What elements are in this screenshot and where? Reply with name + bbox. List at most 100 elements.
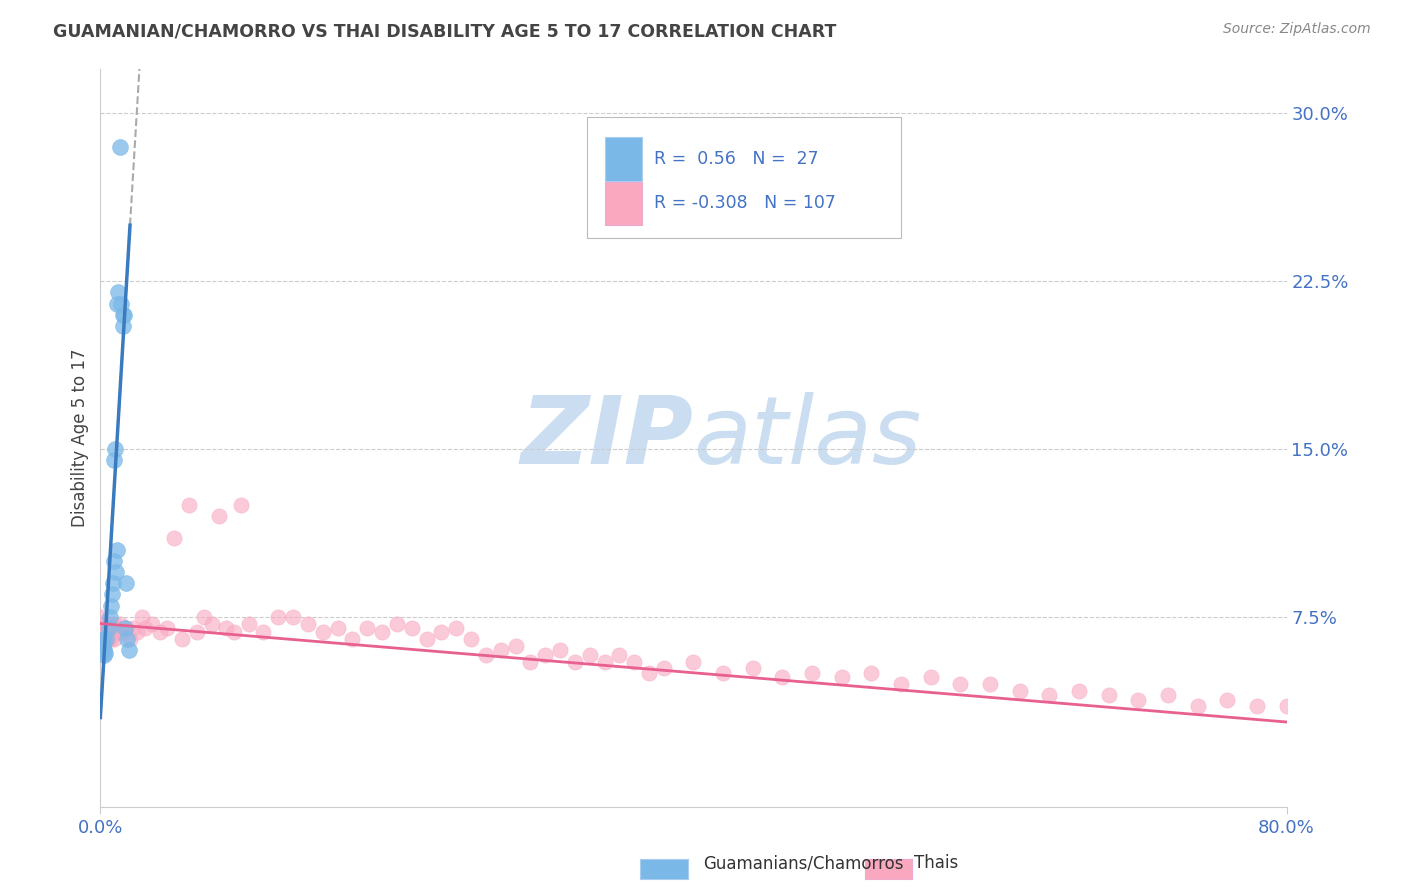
Point	[91, 625, 114, 640]
Point	[831, 670, 853, 684]
Point	[489, 643, 512, 657]
Point	[104, 621, 127, 635]
Point	[93, 648, 115, 662]
Point	[444, 621, 467, 635]
Point	[430, 625, 453, 640]
Point	[103, 616, 125, 631]
Point	[97, 621, 120, 635]
FancyBboxPatch shape	[605, 137, 643, 181]
Point	[110, 296, 132, 310]
Point	[94, 621, 117, 635]
Point	[105, 542, 128, 557]
Point	[281, 610, 304, 624]
Point	[118, 632, 141, 647]
Point	[107, 285, 129, 300]
Text: atlas: atlas	[693, 392, 922, 483]
Point	[100, 599, 122, 613]
Point	[475, 648, 498, 662]
Point	[114, 576, 136, 591]
Point	[96, 632, 118, 647]
Point	[141, 616, 163, 631]
Point	[134, 621, 156, 635]
Point	[114, 621, 136, 635]
Point	[96, 616, 118, 631]
Point	[1216, 692, 1239, 706]
Point	[115, 632, 138, 647]
Point	[90, 616, 112, 631]
Point	[312, 625, 335, 640]
Point	[548, 643, 571, 657]
Point	[385, 616, 408, 631]
Point	[1275, 699, 1298, 714]
Point	[371, 625, 394, 640]
Point	[96, 632, 118, 647]
Point	[94, 646, 117, 660]
Point	[342, 632, 364, 647]
Point	[222, 625, 245, 640]
Point	[97, 621, 120, 635]
Point	[100, 632, 122, 647]
Point	[90, 610, 112, 624]
Point	[149, 625, 172, 640]
FancyBboxPatch shape	[586, 117, 901, 238]
FancyBboxPatch shape	[605, 181, 643, 225]
Text: R = -0.308   N = 107: R = -0.308 N = 107	[654, 194, 837, 212]
Point	[801, 665, 824, 680]
Point	[770, 670, 793, 684]
Point	[578, 648, 600, 662]
Text: Source: ZipAtlas.com: Source: ZipAtlas.com	[1223, 22, 1371, 37]
Point	[91, 621, 114, 635]
Point	[326, 621, 349, 635]
Point	[98, 632, 121, 647]
Point	[127, 625, 149, 640]
Point	[401, 621, 423, 635]
Point	[949, 677, 972, 691]
Point	[107, 296, 129, 310]
Point	[979, 677, 1001, 691]
Point	[111, 625, 134, 640]
Text: Guamanians/Chamorros: Guamanians/Chamorros	[703, 855, 904, 872]
Point	[564, 655, 586, 669]
Point	[231, 498, 253, 512]
Point	[98, 610, 121, 624]
Point	[91, 632, 114, 647]
Point	[107, 621, 129, 635]
Point	[186, 625, 208, 640]
Point	[860, 665, 883, 680]
Point	[93, 643, 115, 657]
Point	[93, 632, 115, 647]
Point	[101, 576, 124, 591]
Text: GUAMANIAN/CHAMORRO VS THAI DISABILITY AGE 5 TO 17 CORRELATION CHART: GUAMANIAN/CHAMORRO VS THAI DISABILITY AG…	[53, 22, 837, 40]
Point	[638, 665, 661, 680]
Point	[534, 648, 557, 662]
Point	[117, 643, 139, 657]
Point	[607, 648, 630, 662]
Point	[94, 625, 117, 640]
Point	[200, 616, 222, 631]
Point	[98, 616, 121, 631]
Point	[711, 665, 734, 680]
Point	[156, 621, 179, 635]
Point	[170, 632, 193, 647]
Point	[593, 655, 616, 669]
Point	[1098, 688, 1121, 702]
Point	[460, 632, 482, 647]
Point	[267, 610, 290, 624]
Point	[1187, 699, 1209, 714]
Point	[105, 625, 128, 640]
Point	[104, 442, 127, 456]
Point	[356, 621, 378, 635]
Point	[519, 655, 541, 669]
Text: R =  0.56   N =  27: R = 0.56 N = 27	[654, 150, 818, 168]
Point	[1038, 688, 1060, 702]
Point	[1157, 688, 1180, 702]
Point	[215, 621, 238, 635]
Point	[682, 655, 704, 669]
Point	[238, 616, 260, 631]
Point	[208, 509, 231, 524]
Point	[252, 625, 274, 640]
Point	[1128, 692, 1150, 706]
Text: Thais: Thais	[914, 855, 957, 872]
Point	[415, 632, 437, 647]
Point	[100, 621, 122, 635]
